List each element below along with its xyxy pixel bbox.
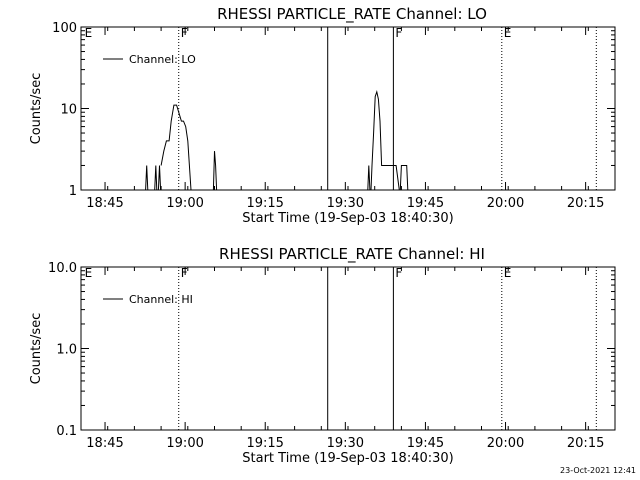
panel1-series-line: [157, 165, 162, 191]
panel2-x-tick-label: 20:00: [487, 436, 524, 451]
panel1-series-line: [212, 151, 218, 191]
panel1-series-line: [399, 165, 409, 191]
panel2-event-marker-label: E: [85, 266, 93, 280]
panel1-x-axis-label: Start Time (19-Sep-03 18:40:30): [242, 211, 453, 226]
panel2-legend-label: Channel: HI: [129, 293, 193, 306]
panel1-x-tick-label: 19:15: [246, 196, 283, 211]
panel1-y-axis-label: Counts/sec: [29, 73, 44, 145]
panel2-chart-title: RHESSI PARTICLE_RATE Channel: HI: [219, 245, 485, 264]
panel2-y-tick-label: 10.0: [48, 261, 77, 276]
panel1-event-marker-label: F: [181, 26, 188, 40]
timestamp-footer: 23-Oct-2021 12:41: [560, 466, 636, 475]
panel1-x-tick-label: 20:15: [567, 196, 604, 211]
panel1-chart-title: RHESSI PARTICLE_RATE Channel: LO: [217, 5, 487, 24]
panel2-event-marker-label: F: [181, 266, 188, 280]
panel2-x-tick-label: 19:00: [166, 436, 203, 451]
panel1-y-tick-label: 10: [60, 103, 77, 118]
panel1-series-line: [367, 165, 371, 191]
panel1-series-line: [370, 90, 400, 191]
panel1-event-marker-label: F: [395, 26, 402, 40]
panel2-x-tick-label: 20:15: [567, 436, 604, 451]
panel2-event-marker-label: F: [395, 266, 402, 280]
panel2-x-tick-label: 19:15: [246, 436, 283, 451]
panel1-legend-label: Channel: LO: [129, 53, 196, 66]
panel2-y-axis-label: Counts/sec: [29, 313, 44, 385]
panel1-event-marker-label: E: [504, 26, 512, 40]
panel1-y-tick-label: 1: [69, 184, 77, 199]
panel2-y-tick-label: 1.0: [56, 343, 77, 358]
panel1-series-line: [154, 165, 158, 191]
panel2-y-tick-label: 0.1: [56, 424, 77, 439]
panel1-event-marker-label: E: [85, 26, 93, 40]
panel1-series-line: [160, 104, 192, 191]
panel1-series-line: [145, 165, 149, 191]
panel1-x-tick-label: 19:45: [407, 196, 444, 211]
panel1-y-tick-label: 100: [52, 21, 77, 36]
panel2-x-tick-label: 19:30: [327, 436, 364, 451]
panel2-x-tick-label: 18:45: [86, 436, 123, 451]
panel2-event-marker-label: E: [504, 266, 512, 280]
panel1-x-tick-label: 19:30: [327, 196, 364, 211]
panel1-x-tick-label: 19:00: [166, 196, 203, 211]
panel2-x-tick-label: 19:45: [407, 436, 444, 451]
panel1-plot-frame: [80, 26, 616, 191]
panel2-plot-frame: [80, 266, 616, 431]
panel1-x-tick-label: 18:45: [86, 196, 123, 211]
panel2-x-axis-label: Start Time (19-Sep-03 18:40:30): [242, 451, 453, 466]
panel1-x-tick-label: 20:00: [487, 196, 524, 211]
